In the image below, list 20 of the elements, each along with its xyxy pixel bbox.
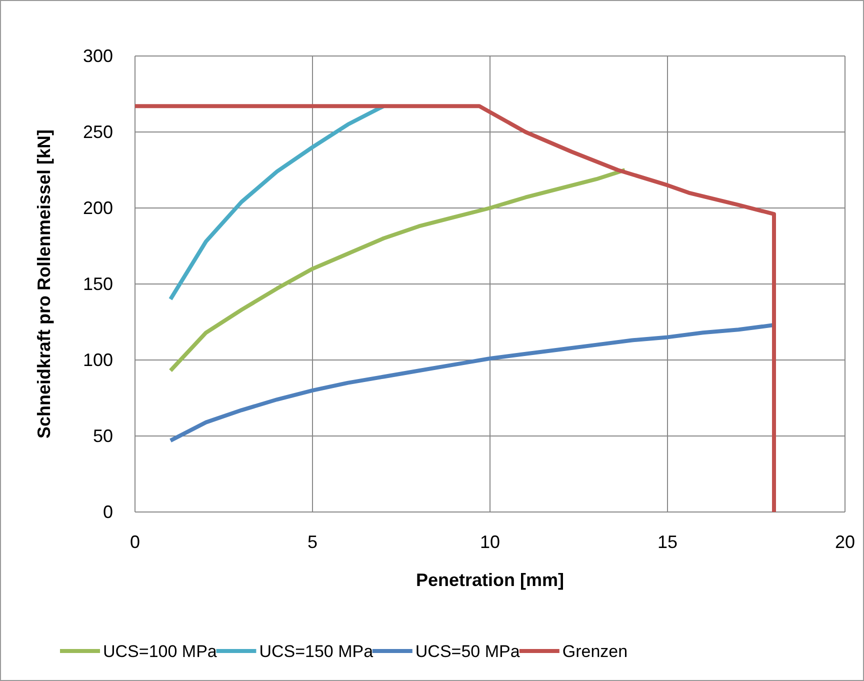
y-tick-label: 150 — [82, 274, 113, 294]
x-tick-label: 10 — [480, 532, 500, 552]
x-tick-label: 5 — [307, 532, 318, 552]
y-tick-label: 50 — [92, 426, 113, 446]
x-tick-label: 0 — [130, 532, 140, 552]
x-tick-label: 20 — [834, 532, 856, 552]
y-tick-label: 300 — [82, 46, 113, 66]
y-tick-label: 100 — [82, 350, 113, 370]
line-series — [133, 104, 776, 514]
y-axis-title: Schneidkraft pro Rollenmeissel [kN] — [34, 129, 54, 439]
y-tick-label: 200 — [82, 198, 113, 218]
x-tick-label: 15 — [657, 532, 678, 552]
x-axis-title: Penetration [mm] — [416, 570, 564, 590]
y-tick-label: 250 — [82, 122, 113, 142]
y-tick-label: 0 — [102, 502, 113, 522]
legend-label: UCS=50 MPa — [415, 642, 520, 661]
line-series — [168, 168, 627, 373]
legend-label: UCS=100 MPa — [103, 642, 218, 661]
legend-label: Grenzen — [562, 642, 628, 661]
legend-label: UCS=150 MPa — [259, 642, 374, 661]
